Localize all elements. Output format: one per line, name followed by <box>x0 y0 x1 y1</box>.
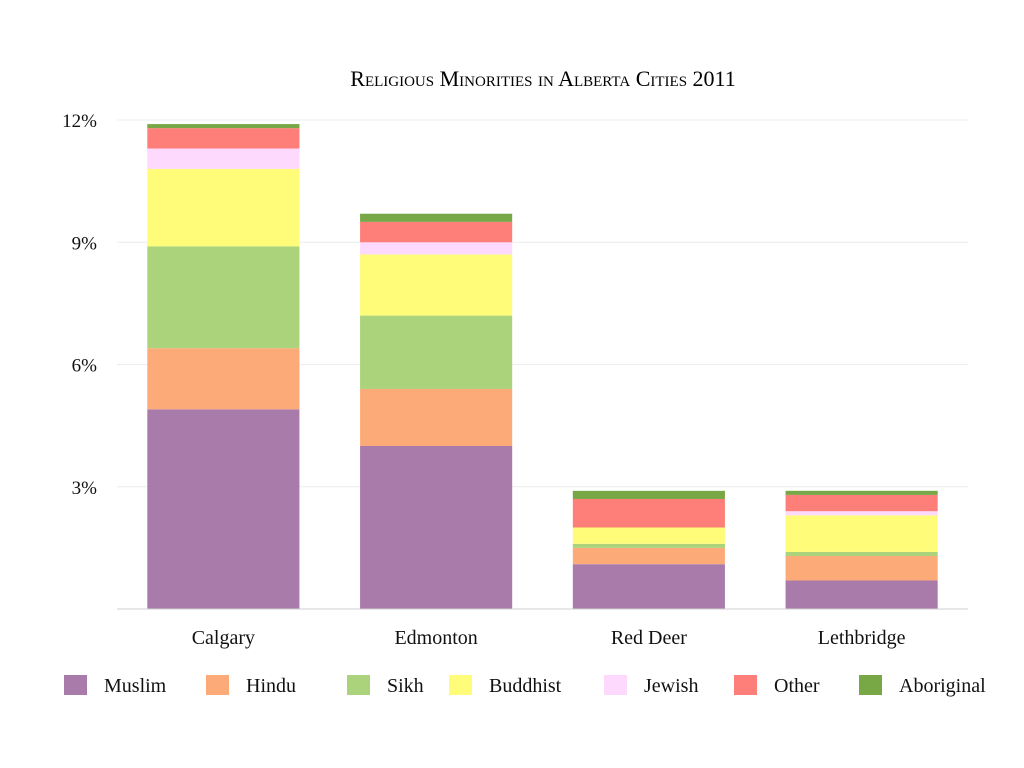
legend-swatch-aboriginal <box>859 675 882 695</box>
x-tick-label: Lethbridge <box>818 627 906 649</box>
bar-segment-jewish <box>785 511 938 516</box>
legend-swatch-jewish <box>604 675 627 695</box>
legend-swatch-sikh <box>347 675 370 695</box>
bar-segment-aboriginal <box>360 213 513 222</box>
bar-segment-sikh <box>572 543 725 548</box>
bar-segment-other <box>785 494 938 512</box>
bar-segment-muslim <box>147 409 300 609</box>
x-tick-label: Calgary <box>192 627 255 649</box>
y-axis: 3% 6% 9% 12% <box>62 111 97 499</box>
legend-label: Hindu <box>246 675 296 697</box>
y-tick-label: 3% <box>72 478 98 499</box>
legend-swatch-buddhist <box>449 675 472 695</box>
bar-segment-aboriginal <box>572 490 725 499</box>
bar-segment-other <box>147 128 300 149</box>
y-tick-label: 12% <box>62 111 97 132</box>
legend-label: Jewish <box>644 675 698 697</box>
legend-label: Buddhist <box>489 675 562 697</box>
bar-segment-muslim <box>572 564 725 609</box>
bar-segment-jewish <box>147 148 300 169</box>
bar-segment-buddhist <box>147 168 300 247</box>
bar-segment-buddhist <box>785 515 938 552</box>
legend-swatch-hindu <box>206 675 229 695</box>
bar-segment-other <box>572 498 725 528</box>
bar-segment-other <box>360 221 513 243</box>
bars <box>147 124 938 609</box>
y-tick-label: 9% <box>72 233 98 254</box>
bar-segment-hindu <box>147 348 300 410</box>
bar-segment-jewish <box>360 242 513 255</box>
legend-swatch-other <box>734 675 757 695</box>
y-tick-label: 6% <box>72 356 98 377</box>
bar-segment-hindu <box>785 556 938 581</box>
legend-label: Other <box>774 675 820 697</box>
bar-segment-muslim <box>360 446 513 609</box>
legend: Muslim Hindu Sikh Buddhist Jewish Other Aborig… <box>64 675 986 697</box>
legend-label: Muslim <box>104 675 167 697</box>
bar-segment-sikh <box>147 246 300 349</box>
legend-label: Sikh <box>387 675 424 697</box>
bar-segment-buddhist <box>572 527 725 544</box>
x-tick-label: Red Deer <box>611 627 687 649</box>
bar-segment-muslim <box>785 580 938 609</box>
chart-title: Religious Minorities in Alberta Cities 2… <box>350 66 735 91</box>
legend-label: Aboriginal <box>899 675 986 697</box>
bar-segment-buddhist <box>360 254 513 316</box>
bar-segment-aboriginal <box>785 490 938 495</box>
x-tick-label: Edmonton <box>394 627 477 649</box>
bar-segment-sikh <box>360 315 513 389</box>
bar-segment-hindu <box>572 547 725 565</box>
bar-segment-sikh <box>785 551 938 557</box>
legend-swatch-muslim <box>64 675 87 695</box>
x-axis: Calgary Edmonton Red Deer Lethbridge <box>117 608 968 649</box>
bar-segment-aboriginal <box>147 124 300 129</box>
bar-segment-hindu <box>360 388 513 446</box>
